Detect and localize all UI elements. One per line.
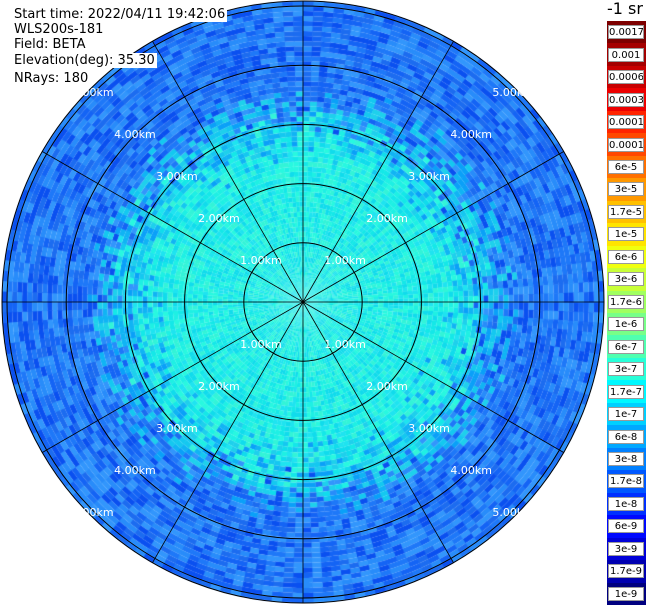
legend-swatch: 3e-8 [607, 447, 646, 471]
legend-swatch: 1.7e-9 [607, 560, 646, 584]
legend-label: 3e-7 [608, 362, 644, 377]
range-label: 4.00km [114, 464, 156, 477]
legend-swatch: 0.00017 [607, 110, 646, 134]
range-label: 2.00km [366, 212, 408, 225]
ppi-grid-overlay: 1.00km 1.00km 1.00km 1.00km 2.00km 2.00km 2.00… [1, 0, 605, 604]
azimuth-line [152, 301, 304, 563]
legend-label: 3e-5 [608, 182, 644, 197]
range-label: 3.00km [408, 170, 450, 183]
legend-swatch: 1e-6 [607, 313, 646, 336]
legend-swatch: 0.0017 [607, 21, 646, 44]
range-label: 4.00km [450, 464, 492, 477]
legend-label: 1.7e-6 [608, 294, 644, 309]
legend-swatch: 1.7e-7 [607, 380, 646, 404]
legend-label: 1e-6 [608, 317, 644, 332]
legend-swatch: 1.7e-6 [607, 290, 646, 314]
legend-label: 3e-6 [608, 272, 644, 287]
legend-swatch: 6e-5 [607, 155, 646, 179]
legend-swatch: 3e-9 [607, 537, 646, 561]
range-label: 4.00km [450, 128, 492, 141]
legend-label: 3e-9 [608, 541, 644, 556]
range-label: 1.00km [324, 254, 366, 267]
legend-label: 0.00017 [608, 115, 644, 130]
legend-label: 6e-7 [608, 339, 644, 354]
range-label: 5.00km [492, 86, 534, 99]
legend-swatch: 3e-6 [607, 268, 646, 292]
legend-label: 1.7e-5 [608, 204, 644, 219]
azimuth-line [302, 151, 564, 303]
legend-label: 1.7e-8 [608, 474, 644, 489]
legend-swatch: 1.7e-8 [607, 470, 646, 494]
legend-swatch: 1.7e-5 [607, 200, 646, 224]
device-label: WLS200s-181 [12, 22, 106, 37]
start-time-label: Start time: 2022/04/11 19:42:06 [12, 7, 228, 22]
ppi-scan-plot[interactable]: 1.00km 1.00km 1.00km 1.00km 2.00km 2.00km 2.00… [0, 0, 606, 607]
legend-swatch: 0.0001 [607, 133, 646, 157]
legend-label: 0.0017 [608, 25, 644, 40]
range-label: 2.00km [198, 380, 240, 393]
nrays-label: NRays: 180 [12, 71, 91, 86]
legend-label: 1.7e-9 [608, 564, 644, 579]
azimuth-line [152, 41, 304, 303]
azimuth-line [42, 151, 304, 303]
legend-label: 6e-9 [608, 519, 644, 534]
range-label: 2.00km [198, 212, 240, 225]
color-legend: 0.0017 0.001 0.0006 0.0003 0.00017 0.0001 6e-5… [607, 21, 646, 606]
legend-label: 1e-7 [608, 407, 644, 422]
range-label: 3.00km [408, 422, 450, 435]
azimuth-line [42, 301, 304, 453]
azimuth-line [302, 41, 454, 303]
legend-label: 1.7e-7 [608, 384, 644, 399]
range-label: 1.00km [324, 338, 366, 351]
range-label: 5.00km [72, 506, 114, 519]
range-label: 3.00km [156, 422, 198, 435]
legend-swatch: 6e-6 [607, 245, 646, 269]
legend-label: 0.0003 [608, 92, 644, 107]
range-label: 5.00km [492, 506, 534, 519]
legend-swatch: 6e-9 [607, 515, 646, 539]
legend-label: 0.0006 [608, 70, 644, 85]
legend-swatch: 1e-5 [607, 223, 646, 247]
legend-label: 0.0001 [608, 137, 644, 152]
legend-swatch: 1e-8 [607, 492, 646, 516]
legend-swatch: 1e-7 [607, 402, 646, 426]
legend-swatch: 6e-8 [607, 425, 646, 449]
range-label: 1.00km [240, 254, 282, 267]
legend-label: 3e-8 [608, 451, 644, 466]
legend-label: 1e-9 [608, 586, 644, 601]
legend-swatch: 1e-9 [607, 582, 646, 606]
legend-swatch: 3e-5 [607, 178, 646, 202]
legend-swatch: 0.0003 [607, 88, 646, 112]
azimuth-line [302, 301, 454, 563]
legend-swatch: 0.0006 [607, 65, 646, 89]
legend-swatch: 6e-7 [607, 335, 646, 359]
range-label: 5.00km [72, 86, 114, 99]
range-label: 2.00km [366, 380, 408, 393]
legend-label: 6e-6 [608, 249, 644, 264]
legend-label: 6e-5 [608, 159, 644, 174]
legend-label: 6e-8 [608, 429, 644, 444]
legend-swatch: 3e-7 [607, 357, 646, 381]
field-label: Field: BETA [12, 37, 88, 52]
legend-label: 1e-5 [608, 227, 644, 242]
elevation-label: Elevation(deg): 35.30 [12, 53, 157, 68]
legend-label: 0.001 [608, 47, 644, 62]
range-label: 3.00km [156, 170, 198, 183]
range-label: 4.00km [114, 128, 156, 141]
legend-label: 1e-8 [608, 496, 644, 511]
range-label: 1.00km [240, 338, 282, 351]
unit-label: -1 sr [607, 0, 643, 18]
legend-swatch: 0.001 [607, 43, 646, 67]
azimuth-line [302, 301, 564, 453]
